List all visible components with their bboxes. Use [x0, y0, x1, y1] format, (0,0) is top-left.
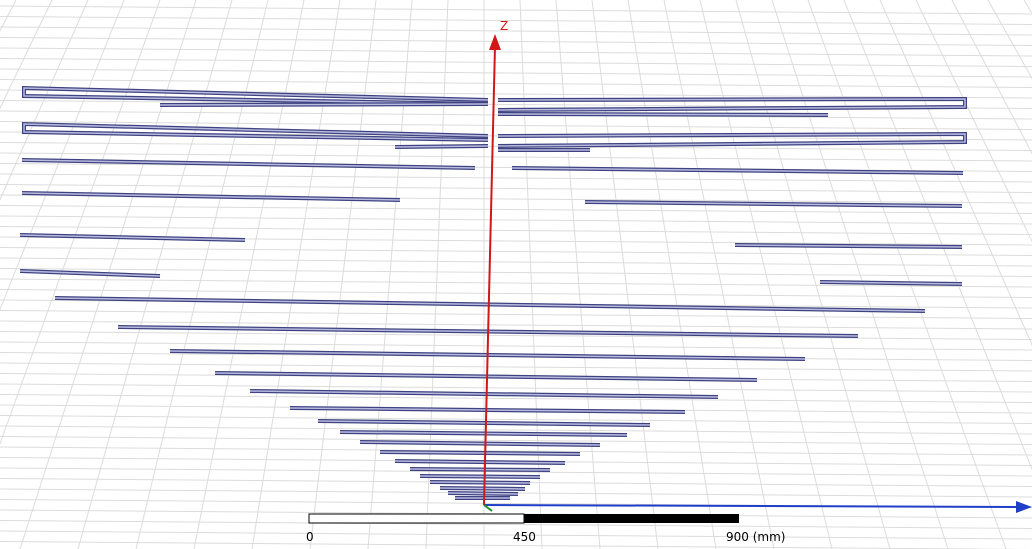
scale-segment — [309, 514, 524, 523]
element-fill — [448, 493, 518, 494]
viewport: Z 0 450 900 (mm) — [0, 0, 1032, 549]
element-fill — [430, 482, 530, 483]
element-fill — [440, 488, 525, 489]
z-axis-label: Z — [500, 19, 508, 33]
scale-label: 0 — [306, 530, 314, 544]
element-fill — [410, 469, 550, 470]
element-fill — [420, 476, 540, 477]
element-fill — [160, 104, 488, 105]
element-fill — [395, 146, 488, 147]
scale-segment — [524, 514, 739, 523]
scale-label: 900 (mm) — [726, 530, 785, 544]
scale-label: 450 — [513, 530, 536, 544]
element-fill — [498, 114, 828, 115]
